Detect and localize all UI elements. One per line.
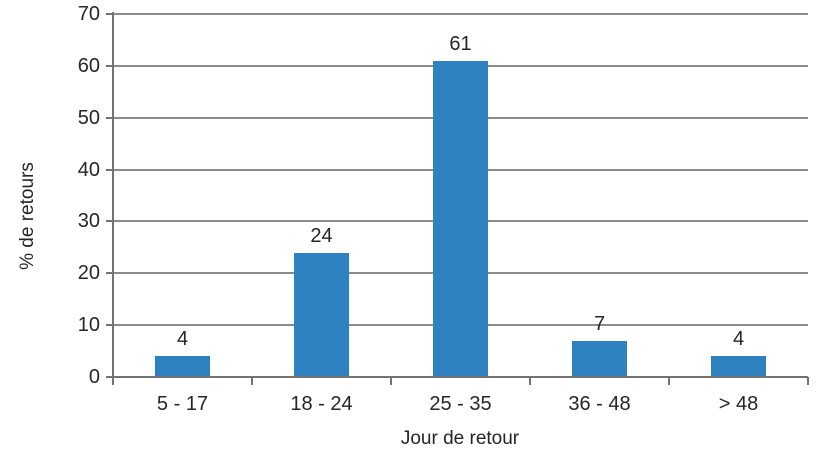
bar	[155, 356, 210, 377]
y-tick	[106, 324, 113, 327]
y-axis-title: % de retours	[17, 162, 38, 270]
x-tick	[112, 377, 114, 385]
y-tick-label: 60	[77, 54, 100, 77]
y-tick-label: 10	[77, 314, 100, 337]
y-axis-line	[112, 12, 114, 377]
y-tick	[106, 64, 113, 67]
y-tick-label: 70	[77, 3, 100, 25]
bar	[433, 60, 488, 377]
bar-value-label: 61	[449, 32, 472, 55]
x-tick	[668, 377, 670, 385]
x-category-label: 18 - 24	[290, 393, 353, 415]
y-tick	[106, 272, 113, 275]
bar-value-label: 7	[593, 312, 606, 335]
bar	[711, 356, 766, 377]
x-tick	[807, 377, 809, 385]
y-tick-label: 50	[77, 106, 100, 129]
x-tick	[390, 377, 392, 385]
bar-value-label: 24	[310, 224, 333, 247]
y-tick	[106, 376, 113, 378]
y-tick-label: 0	[88, 366, 100, 388]
y-tick	[106, 220, 113, 223]
y-tick-label: 20	[77, 262, 100, 285]
x-category-label: 36 - 48	[568, 393, 631, 415]
bar-value-label: 4	[732, 328, 745, 351]
bar-value-label: 4	[176, 328, 189, 351]
y-tick-label: 40	[77, 158, 100, 181]
y-tick-label: 30	[77, 210, 100, 233]
x-category-label: 25 - 35	[429, 393, 492, 415]
bar	[294, 252, 349, 377]
x-axis-title: Jour de retour	[400, 428, 520, 449]
gridline	[113, 13, 808, 15]
y-tick	[106, 116, 113, 119]
y-tick	[106, 13, 113, 15]
x-axis-line	[112, 376, 808, 378]
bar	[572, 340, 627, 377]
y-tick	[106, 168, 113, 171]
x-tick	[529, 377, 531, 385]
x-category-label: > 48	[718, 393, 759, 415]
x-category-label: 5 - 17	[156, 393, 209, 415]
x-tick	[251, 377, 253, 385]
